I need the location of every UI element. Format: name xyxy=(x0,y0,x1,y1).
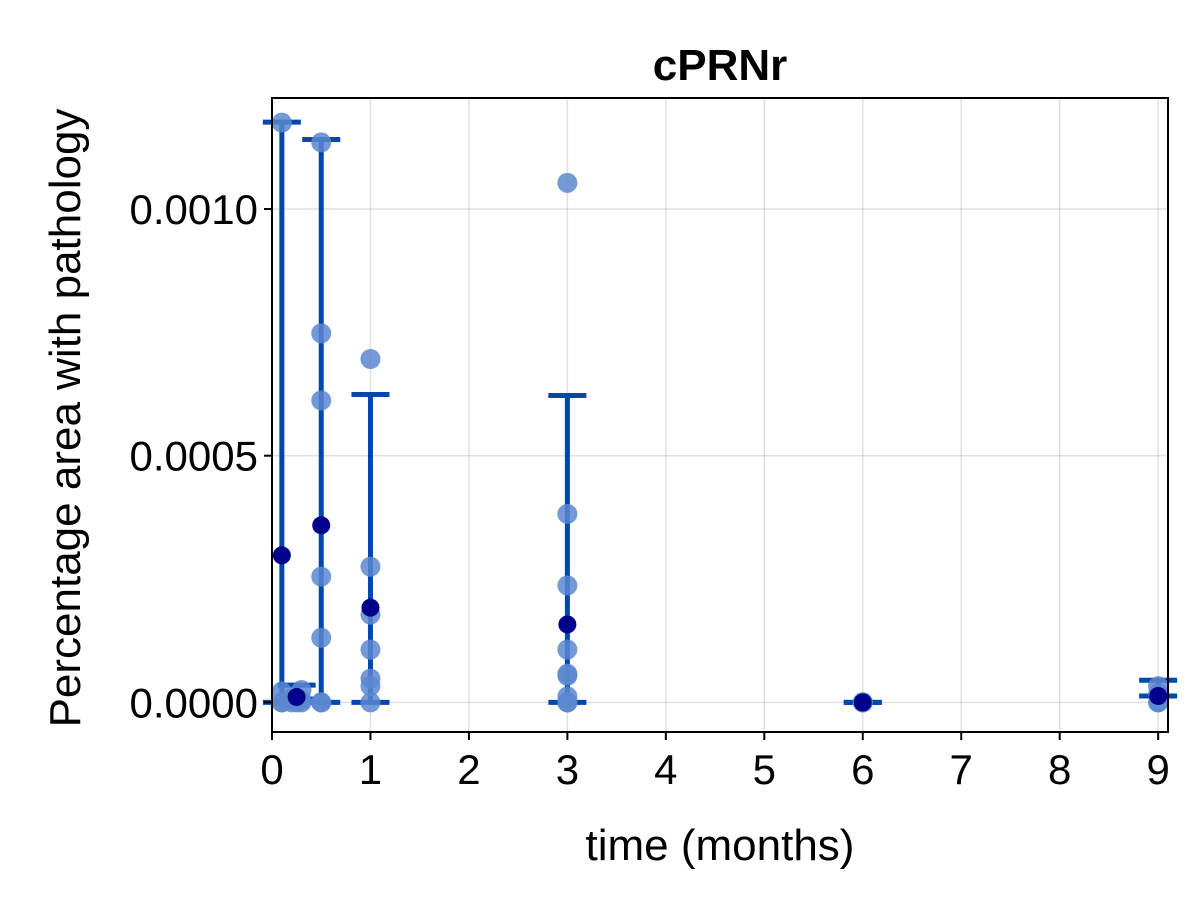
mean-point xyxy=(558,615,577,634)
y-tick-label: 0.0000 xyxy=(130,679,258,726)
x-tick-label: 9 xyxy=(1146,746,1169,793)
mean-point xyxy=(287,687,306,706)
y-axis: 0.0000 0.0005 0.0010 xyxy=(130,186,272,726)
data-point xyxy=(311,132,332,153)
x-tick-label: 4 xyxy=(654,746,677,793)
x-tick-label: 5 xyxy=(753,746,776,793)
data-point xyxy=(557,665,578,686)
mean-point xyxy=(361,598,380,617)
data-point xyxy=(360,676,381,697)
x-axis-label: time (months) xyxy=(586,821,855,870)
x-tick-label: 8 xyxy=(1048,746,1071,793)
data-point xyxy=(360,692,381,713)
data-point xyxy=(311,692,332,713)
data-point xyxy=(557,575,578,596)
mean-point xyxy=(853,693,872,712)
data-point xyxy=(557,172,578,193)
grid xyxy=(271,98,1168,732)
data-point xyxy=(271,112,292,133)
data-point xyxy=(360,639,381,660)
data-point xyxy=(557,639,578,660)
x-tick-label: 6 xyxy=(851,746,874,793)
x-tick-label: 3 xyxy=(556,746,579,793)
plot-frame xyxy=(271,97,1169,733)
mean-point xyxy=(272,546,291,565)
x-tick-label: 1 xyxy=(359,746,382,793)
mean-points xyxy=(272,516,1168,712)
data-point xyxy=(311,323,332,344)
data-point xyxy=(311,566,332,587)
x-axis: 0 1 2 3 4 5 6 7 8 9 xyxy=(260,732,1170,793)
data-point xyxy=(311,390,332,411)
y-axis-label: Percentage area with pathology xyxy=(41,109,90,728)
mean-point xyxy=(312,516,331,535)
data-point xyxy=(557,692,578,713)
data-point xyxy=(360,556,381,577)
chart-title: cPRNr xyxy=(653,41,788,90)
x-tick-label: 2 xyxy=(457,746,480,793)
mean-point xyxy=(1149,686,1168,705)
data-point xyxy=(311,627,332,648)
y-tick-label: 0.0005 xyxy=(130,433,258,480)
x-tick-label: 0 xyxy=(260,746,283,793)
data-points xyxy=(271,112,1169,713)
y-tick-label: 0.0010 xyxy=(130,186,258,233)
x-tick-label: 7 xyxy=(950,746,973,793)
data-point xyxy=(360,349,381,370)
data-point xyxy=(557,503,578,524)
